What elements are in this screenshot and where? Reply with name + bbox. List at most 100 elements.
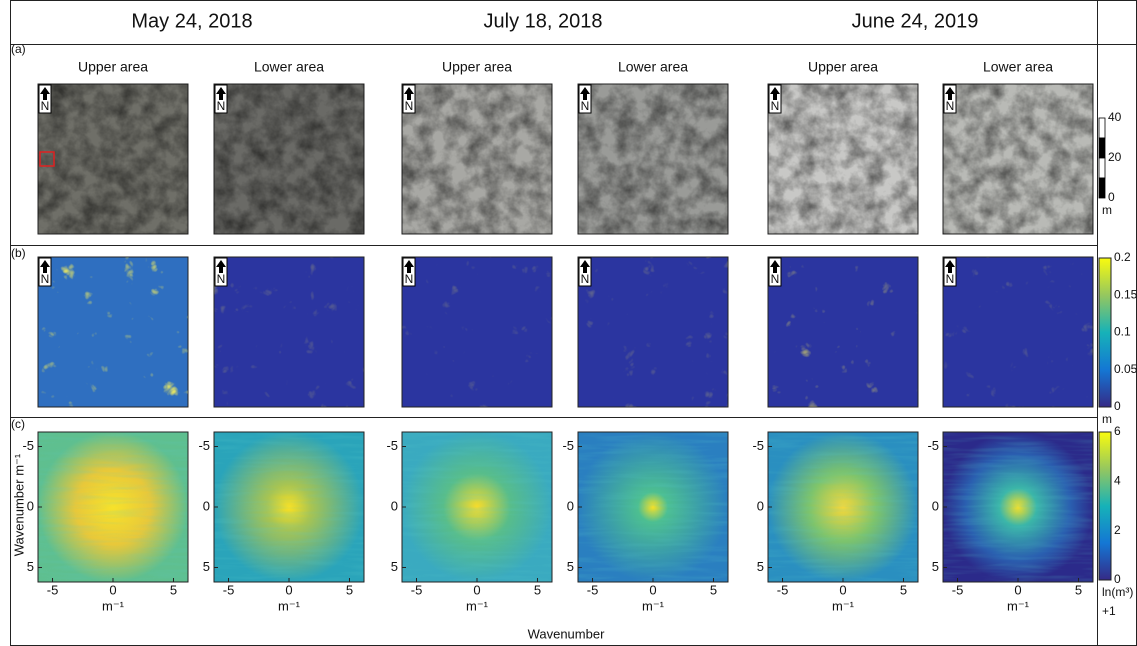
scale-bar-segment xyxy=(1099,138,1105,158)
y-tick-label: 5 xyxy=(27,559,34,574)
north-label: N xyxy=(946,272,955,286)
y-tick-label: -5 xyxy=(386,438,398,453)
x-tick-label: -5 xyxy=(47,582,59,597)
x-tick-label: 0 xyxy=(473,582,480,597)
x-unit: m⁻¹ xyxy=(1007,598,1030,613)
x-unit: m⁻¹ xyxy=(642,598,665,613)
column-date: May 24, 2018 xyxy=(131,10,252,32)
colorbar-unit: m xyxy=(1102,412,1112,426)
x-unit: m⁻¹ xyxy=(278,598,301,613)
figure: May 24, 2018 July 18, 2018 June 24, 2019 (a… xyxy=(0,0,1137,646)
photo-texture xyxy=(214,84,364,234)
x-tick-label: 0 xyxy=(109,582,116,597)
x-unit: m⁻¹ xyxy=(832,598,855,613)
y-tick-label: 0 xyxy=(567,498,574,513)
photo-texture xyxy=(38,84,188,234)
colorbar-tick-label: 0 xyxy=(1114,399,1121,413)
colorbar-unit: +1 xyxy=(1102,604,1116,618)
scale-bar-segment xyxy=(1099,158,1105,178)
colorbar-tick-label: 0 xyxy=(1114,572,1121,586)
x-tick-label: -5 xyxy=(223,582,235,597)
curvature-texture xyxy=(38,257,188,407)
colorbar-tick-label: 20 xyxy=(1108,150,1122,164)
photo-texture xyxy=(402,84,552,234)
north-label: N xyxy=(217,99,226,113)
north-label: N xyxy=(41,99,50,113)
scale-bar-segment xyxy=(1099,178,1105,198)
panel-title: Upper area xyxy=(78,59,148,75)
column-date: July 18, 2018 xyxy=(484,10,603,32)
north-label: N xyxy=(405,272,414,286)
panel-title: Lower area xyxy=(618,59,688,75)
y-tick-label: 5 xyxy=(567,559,574,574)
spectrum-texture xyxy=(578,432,728,582)
colorbar-tick-label: 0 xyxy=(1108,190,1115,204)
north-label: N xyxy=(41,272,50,286)
scale-bar-segment xyxy=(1099,118,1105,138)
x-tick-label: 0 xyxy=(285,582,292,597)
colorbar-tick-label: 4 xyxy=(1114,474,1121,488)
colorbar xyxy=(1099,258,1111,407)
photo-texture xyxy=(768,84,918,234)
colorbar-tick-label: 0.05 xyxy=(1114,362,1137,376)
x-tick-label: 5 xyxy=(1075,582,1082,597)
panel-title: Lower area xyxy=(254,59,324,75)
north-label: N xyxy=(771,99,780,113)
row-label: (c) xyxy=(11,417,25,431)
curvature-texture xyxy=(768,257,918,407)
panel-title: Lower area xyxy=(983,59,1053,75)
row-label: (b) xyxy=(11,246,26,260)
north-label: N xyxy=(217,272,226,286)
x-tick-label: 5 xyxy=(170,582,177,597)
photo-texture xyxy=(943,84,1093,234)
x-tick-label: 5 xyxy=(900,582,907,597)
y-tick-label: 0 xyxy=(391,498,398,513)
y-tick-label: 5 xyxy=(932,559,939,574)
y-tick-label: -5 xyxy=(927,438,939,453)
y-tick-label: 0 xyxy=(757,498,764,513)
spectrum-texture xyxy=(38,432,188,582)
x-tick-label: 0 xyxy=(839,582,846,597)
colorbar-tick-label: 2 xyxy=(1114,523,1121,537)
colorbar xyxy=(1099,432,1111,580)
colorbar-tick-label: 6 xyxy=(1114,424,1121,438)
x-tick-label: -5 xyxy=(952,582,964,597)
curvature-texture xyxy=(214,257,364,407)
colorbar-unit: m xyxy=(1102,203,1112,217)
y-tick-label: -5 xyxy=(562,438,574,453)
x-unit: m⁻¹ xyxy=(466,598,489,613)
colorbar-tick-label: 0.1 xyxy=(1114,325,1131,339)
colorbar-unit: ln(m³) xyxy=(1102,585,1133,599)
y-tick-label: 0 xyxy=(27,498,34,513)
spectrum-texture xyxy=(214,432,364,582)
row-label: (a) xyxy=(11,42,26,56)
north-label: N xyxy=(581,99,590,113)
north-label: N xyxy=(946,99,955,113)
curvature-texture xyxy=(578,257,728,407)
x-tick-label: -5 xyxy=(587,582,599,597)
spectrum-texture xyxy=(768,432,918,582)
x-tick-label: 5 xyxy=(710,582,717,597)
colorbar-tick-label: 40 xyxy=(1108,110,1122,124)
x-tick-label: -5 xyxy=(777,582,789,597)
y-tick-label: 5 xyxy=(203,559,210,574)
photo-texture xyxy=(578,84,728,234)
y-tick-label: 0 xyxy=(932,498,939,513)
curvature-texture xyxy=(943,257,1093,407)
column-date: June 24, 2019 xyxy=(852,10,979,32)
y-tick-label: -5 xyxy=(198,438,210,453)
colorbar-tick-label: 0.15 xyxy=(1114,287,1137,301)
y-tick-label: 5 xyxy=(757,559,764,574)
y-tick-label: 5 xyxy=(391,559,398,574)
y-tick-label: 0 xyxy=(203,498,210,513)
spectrum-texture xyxy=(943,432,1093,582)
x-tick-label: -5 xyxy=(411,582,423,597)
x-tick-label: 5 xyxy=(534,582,541,597)
north-label: N xyxy=(771,272,780,286)
x-tick-label: 5 xyxy=(346,582,353,597)
north-label: N xyxy=(405,99,414,113)
y-tick-label: -5 xyxy=(752,438,764,453)
curvature-texture xyxy=(402,257,552,407)
north-label: N xyxy=(581,272,590,286)
panel-title: Upper area xyxy=(442,59,512,75)
